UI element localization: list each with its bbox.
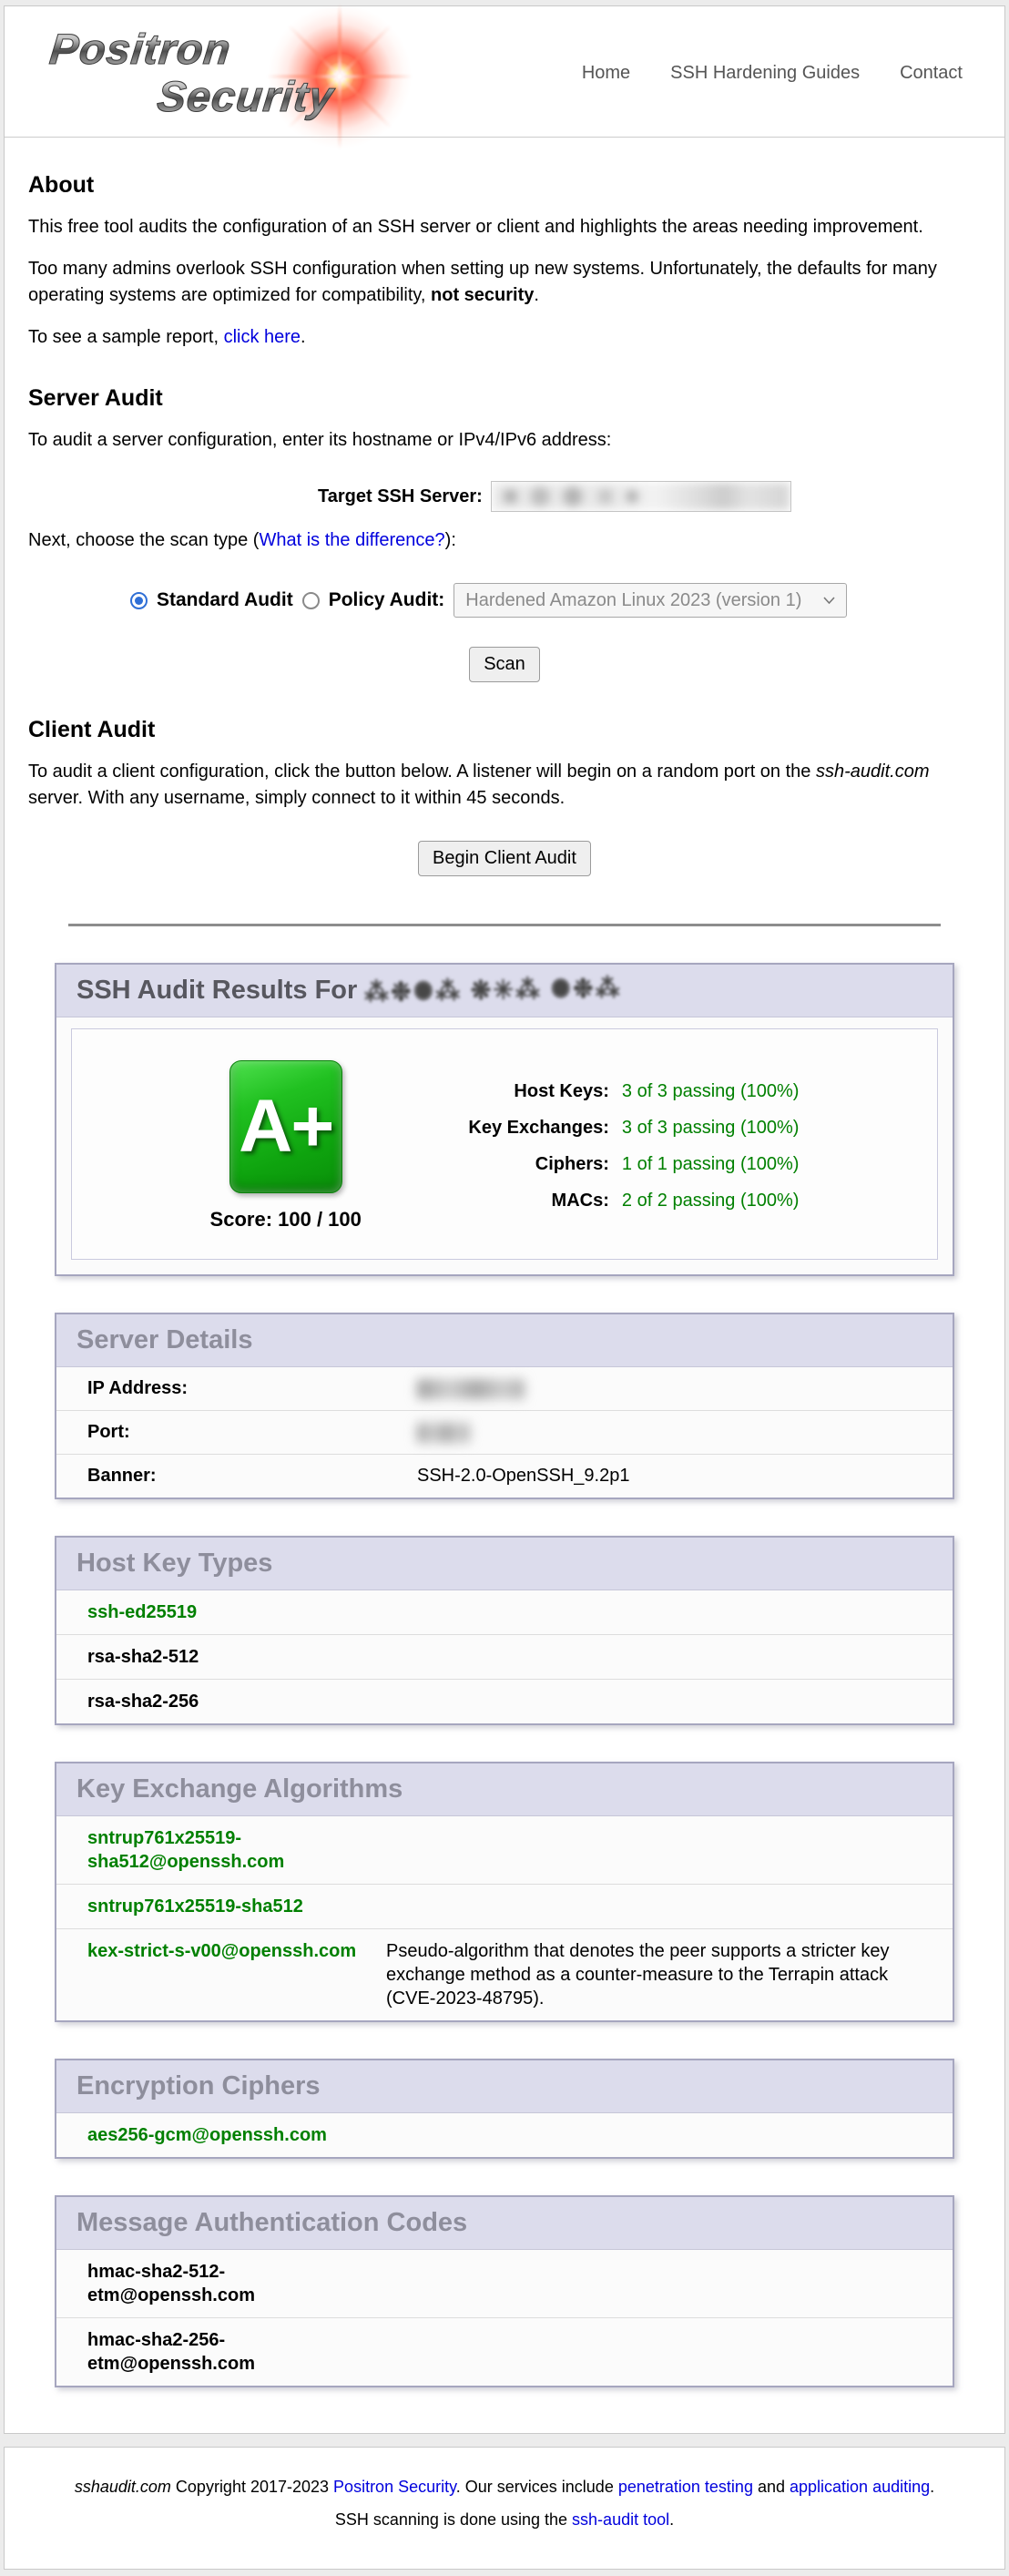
site-header: Positron Security Home SSH Hardening Gui… [5,3,1004,149]
audit-results-body: A+ Score: 100 / 100 Host Keys: 3 of 3 pa… [56,1017,953,1274]
logo-text-line2: Security [155,71,337,120]
audit-results-header: SSH Audit Results For ⁂❉✺⁂ ❋✳⁂ ✺❉⁂ [56,965,953,1017]
what-is-difference-link[interactable]: What is the difference? [259,530,445,550]
about-paragraph-1: This free tool audits the configuration … [28,217,923,237]
not-security-bold: not security [431,285,535,305]
policy-audit-radio[interactable] [301,591,320,609]
policy-audit-label: Policy Audit: [328,589,445,610]
list-item: hmac-sha2-512- etm@openssh.com [87,2262,255,2305]
list-item: aes256-gcm@openssh.com [87,2125,327,2145]
section-divider [68,924,941,926]
standard-audit-radio[interactable] [130,591,148,609]
list-item: rsa-sha2-512 [56,1634,953,1679]
nav-contact[interactable]: Contact [900,63,963,83]
score-label: Score: 100 / 100 [209,1208,362,1231]
key-exchange-panel: Key Exchange Algorithms sntrup761x25519-… [55,1762,954,2022]
standard-audit-label: Standard Audit [157,589,293,610]
algorithm-description: Pseudo-algorithm that denotes the peer s… [386,1941,890,2009]
server-audit-title: Server Audit [28,385,163,411]
list-item: hmac-sha2-256- etm@openssh.com [56,2317,953,2386]
stat-host-keys: Host Keys: 3 of 3 passing (100%) [514,1080,800,1101]
redacted-hostname: ⁂❉✺⁂ ❋✳⁂ ✺❉⁂ [364,973,623,1007]
grade-letter: A+ [239,1085,334,1168]
key-exchange-header: Key Exchange Algorithms [56,1763,953,1816]
nav-ssh-hardening-guides[interactable]: SSH Hardening Guides [670,63,861,83]
stat-key-exchanges: Key Exchanges: 3 of 3 passing (100%) [468,1117,800,1138]
main-nav: Home SSH Hardening Guides Contact [582,63,963,84]
list-item: rsa-sha2-256 [56,1679,953,1723]
logo-text-line1: Positron [47,24,234,73]
server-details-panel: Server Details IP Address: Port: Banner:… [55,1313,954,1499]
policy-select-value: Hardened Amazon Linux 2023 (version 1) [465,589,802,610]
grade-block: A+ Score: 100 / 100 [210,1060,362,1232]
redacted-port-value [417,1422,470,1443]
table-row: Banner: SSH-2.0-OpenSSH_9.2p1 [56,1454,953,1498]
policy-select[interactable]: Hardened Amazon Linux 2023 (version 1) [454,583,848,618]
server-details-header: Server Details [56,1314,953,1367]
list-item: sntrup761x25519- sha512@openssh.com [87,1828,285,1872]
penetration-testing-link[interactable]: penetration testing [617,2478,753,2496]
ssh-audit-tool-link[interactable]: ssh-audit tool [572,2510,670,2529]
ssh-audit-domain-italic: ssh-audit.com [815,762,930,782]
stat-macs: MACs: 2 of 2 passing (100%) [551,1190,800,1211]
macs-panel: Message Authentication Codes hmac-sha2-5… [55,2195,954,2387]
target-server-row: Target SSH Server: [28,481,981,512]
encryption-ciphers-header: Encryption Ciphers [56,2060,953,2113]
begin-client-audit-button[interactable]: Begin Client Audit [418,841,591,876]
site-footer: sshaudit.com Copyright 2017-2023 Positro… [4,2447,1005,2570]
main-content-box: Positron Security Home SSH Hardening Gui… [4,3,1005,2434]
scan-type-text: Next, choose the scan type (What is the … [28,530,456,550]
stat-ciphers: Ciphers: 1 of 1 passing (100%) [535,1153,800,1174]
about-paragraph-3: To see a sample report, click here. [28,327,306,347]
sample-report-link[interactable]: click here [223,327,301,347]
positron-security-logo: Positron Security [23,3,478,149]
host-key-types-header: Host Key Types [56,1538,953,1590]
server-audit-intro: To audit a server configuration, enter i… [28,430,612,450]
audit-results-panel: SSH Audit Results For ⁂❉✺⁂ ❋✳⁂ ✺❉⁂ A+ Sc… [55,963,954,1276]
chevron-down-icon [823,597,835,604]
grade-badge: A+ [229,1060,342,1193]
target-server-input[interactable] [490,481,791,512]
host-key-types-panel: Host Key Types ssh-ed25519 rsa-sha2-512 … [55,1536,954,1725]
redacted-ip-value [417,1378,525,1399]
nav-home[interactable]: Home [581,63,631,83]
redacted-input-value [492,483,790,510]
scan-type-options: Standard Audit Policy Audit: Hardened Am… [130,583,981,618]
encryption-ciphers-panel: Encryption Ciphers aes256-gcm@openssh.co… [55,2059,954,2159]
table-row: Port: [56,1410,953,1454]
stats-block: Host Keys: 3 of 3 passing (100%) Key Exc… [427,1080,800,1211]
banner-value: SSH-2.0-OpenSSH_9.2p1 [417,1466,630,1486]
about-paragraph-2: Too many admins overlook SSH configurati… [28,259,937,305]
client-audit-paragraph: To audit a client configuration, click t… [28,762,930,808]
starburst-icon [267,3,413,149]
macs-header: Message Authentication Codes [56,2197,953,2250]
application-auditing-link[interactable]: application auditing [790,2478,931,2496]
positron-security-link[interactable]: Positron Security [333,2478,456,2496]
table-row: IP Address: [56,1367,953,1410]
footer-line-1: sshaudit.com Copyright 2017-2023 Positro… [74,2478,935,2496]
list-item: ssh-ed25519 [87,1602,198,1622]
list-item: kex-strict-s-v00@openssh.com Pseudo-algo… [56,1928,953,2020]
scan-button[interactable]: Scan [469,647,540,682]
list-item: sntrup761x25519-sha512 [56,1884,953,1928]
footer-line-2: SSH scanning is done using the ssh-audit… [334,2510,675,2529]
about-title: About [28,172,95,198]
target-server-label: Target SSH Server: [318,486,483,506]
client-audit-title: Client Audit [28,717,156,742]
